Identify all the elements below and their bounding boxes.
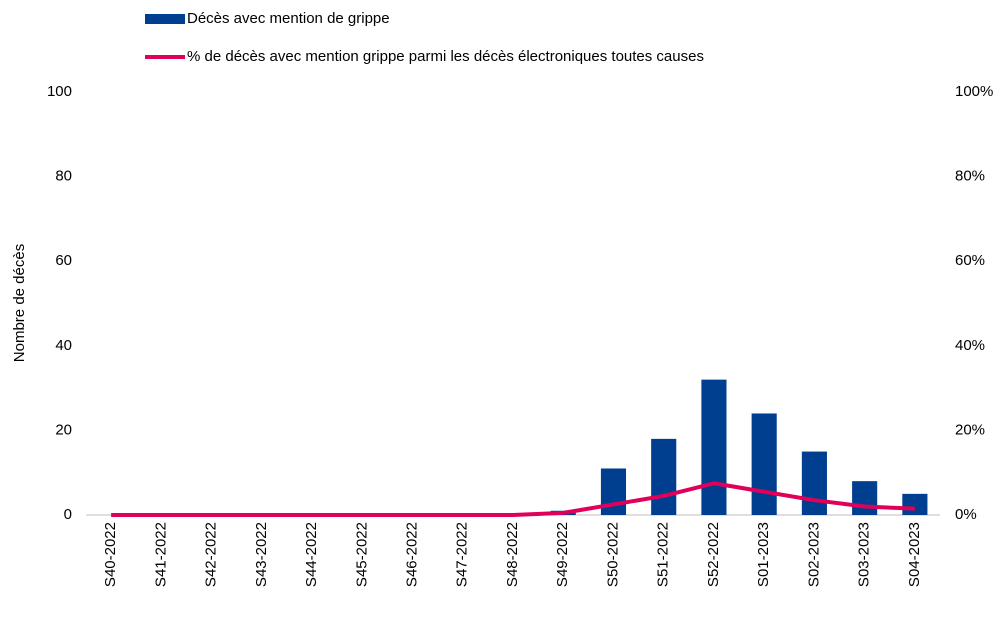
bar xyxy=(801,451,827,515)
y2-tick-label: 100% xyxy=(955,83,993,100)
y-tick-label: 80 xyxy=(55,168,72,185)
x-tick-label: S47-2022 xyxy=(454,522,471,587)
legend-label: % de décès avec mention grippe parmi les… xyxy=(187,48,704,65)
x-tick-label: S40-2022 xyxy=(102,522,119,587)
x-tick-label: S43-2022 xyxy=(253,522,270,587)
y-tick-label: 20 xyxy=(55,421,72,438)
bar xyxy=(600,468,627,515)
x-tick-label: S49-2022 xyxy=(554,522,571,587)
x-tick-label: S02-2023 xyxy=(805,522,822,587)
y-tick-label: 60 xyxy=(55,252,72,269)
x-tick-label: S46-2022 xyxy=(403,522,420,587)
x-tick-label: S41-2022 xyxy=(152,522,169,587)
bar xyxy=(902,493,928,515)
x-tick-label: S03-2023 xyxy=(856,522,873,587)
legend-label: Décès avec mention de grippe xyxy=(187,10,390,27)
bar xyxy=(852,481,878,515)
bar xyxy=(701,379,727,515)
y-tick-label: 100 xyxy=(47,83,72,100)
y-tick-label: 0 xyxy=(64,506,72,523)
bar xyxy=(751,413,777,515)
y2-tick-label: 0% xyxy=(955,506,977,523)
x-tick-label: S51-2022 xyxy=(655,522,672,587)
x-tick-label: S48-2022 xyxy=(504,522,521,587)
y2-tick-label: 80% xyxy=(955,168,985,185)
y2-tick-label: 20% xyxy=(955,421,985,438)
x-tick-label: S52-2022 xyxy=(705,522,722,587)
y2-tick-label: 60% xyxy=(955,252,985,269)
x-tick-label: S44-2022 xyxy=(303,522,320,587)
x-tick-label: S01-2023 xyxy=(755,522,772,587)
x-tick-label: S45-2022 xyxy=(353,522,370,587)
line xyxy=(111,481,915,517)
y-tick-label: 40 xyxy=(55,337,72,354)
bar xyxy=(651,438,677,515)
y-axis-label: Nombre de décès xyxy=(11,244,28,362)
x-tick-label: S42-2022 xyxy=(203,522,220,587)
x-tick-label: S50-2022 xyxy=(604,522,621,587)
legend-swatch xyxy=(145,14,185,24)
y2-tick-label: 40% xyxy=(955,337,985,354)
x-tick-label: S04-2023 xyxy=(906,522,923,587)
